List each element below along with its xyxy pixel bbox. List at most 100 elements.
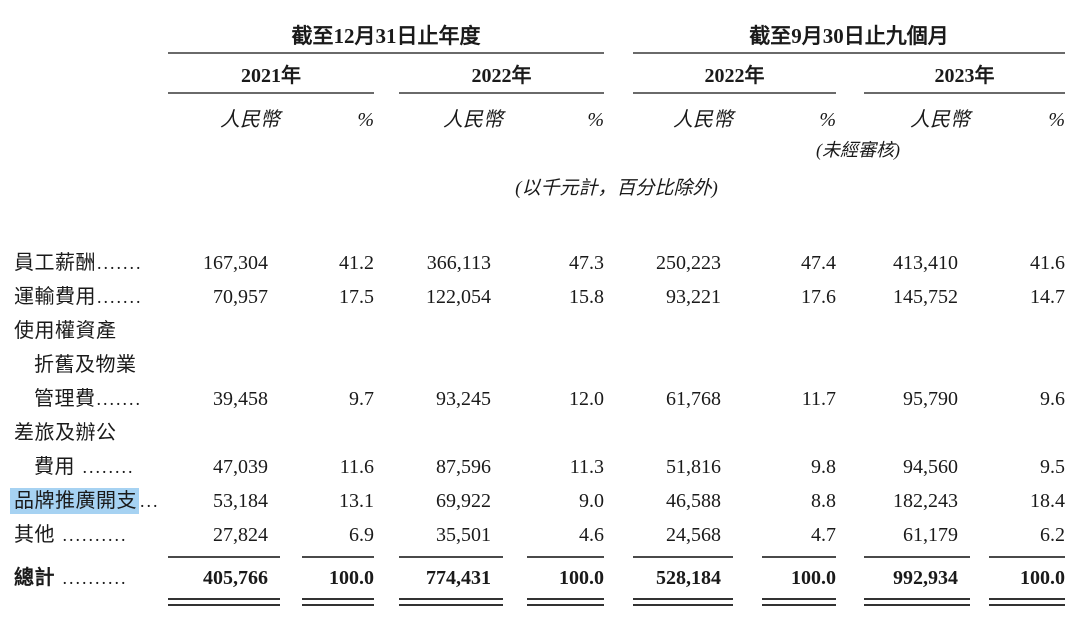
column-gap	[503, 557, 527, 598]
table-row-員工薪酬: 員工薪酬....... 167,304 41.2 366,113 47.3 250,223…	[10, 246, 1065, 280]
table-cell: 15.8	[569, 286, 604, 308]
table-cell: 774,431	[426, 567, 491, 589]
row-label-cell: 折舊及物業	[10, 348, 168, 382]
table-cell: 41.6	[1030, 252, 1065, 274]
column-gap	[604, 280, 633, 314]
column-gap	[970, 518, 989, 557]
column-gap	[503, 314, 527, 348]
column-gap	[733, 348, 762, 382]
subheader-row: 人民幣 % 人民幣 % 人民幣 % 人民幣 %	[10, 93, 1065, 136]
column-gap	[280, 314, 302, 348]
label-column-spacer	[10, 598, 168, 607]
unit-note: (以千元計，百分比除外)	[515, 177, 718, 199]
column-gap	[503, 450, 527, 484]
table-cell: 70,957	[213, 286, 268, 308]
table-cell	[989, 416, 1065, 450]
table-row-使用權資產: 使用權資產	[10, 314, 1065, 348]
double-rule-cell	[633, 598, 733, 607]
double-rule-cell	[168, 598, 280, 607]
table-cell: 61,179	[864, 518, 970, 558]
table-cell: 61,768	[666, 388, 721, 410]
table-cell: 366,113	[426, 252, 491, 274]
column-gap	[733, 518, 762, 557]
table-cell: 9.0	[579, 490, 604, 512]
table-cell: 94,560	[903, 456, 958, 478]
table-cell: 93,245	[436, 388, 491, 410]
table-cell: 9.7	[349, 388, 374, 410]
period-header-row: 截至12月31日止年度 截至9月30日止九個月	[10, 18, 1065, 54]
dot-leader: ...	[140, 491, 160, 511]
table-cell	[168, 416, 280, 450]
table-cell	[399, 416, 503, 450]
row-label-cell: 管理費.......	[10, 382, 168, 416]
column-gap	[836, 518, 864, 557]
table-cell: 35,501	[399, 518, 503, 558]
table-cell: 6.9	[302, 518, 374, 558]
table-cell: 405,766	[203, 567, 268, 589]
column-gap	[733, 314, 762, 348]
row-label: 差旅及辦公	[14, 422, 117, 444]
table-row-運輸費用: 運輸費用....... 70,957 17.5 122,054 15.8 93,221 17…	[10, 280, 1065, 314]
table-cell	[633, 348, 733, 382]
row-label: 總計	[14, 566, 55, 589]
table-cell	[527, 416, 604, 450]
dot-leader: .......	[96, 389, 142, 409]
table-cell: 250,223	[656, 252, 721, 274]
column-gap	[970, 416, 989, 450]
row-label-cell: 其他 ..........	[10, 518, 168, 557]
table-cell	[989, 314, 1065, 348]
double-rule-cell	[989, 598, 1065, 607]
column-gap	[836, 348, 864, 382]
table-cell	[302, 416, 374, 450]
table-cell	[168, 348, 280, 382]
expense-breakdown-table: 截至12月31日止年度 截至9月30日止九個月 2021年 2022年 2022…	[10, 18, 1065, 607]
row-label: 折舊及物業	[34, 354, 137, 376]
column-gap	[733, 450, 762, 484]
table-cell: 100.0	[329, 567, 374, 589]
table-cell: 93,221	[666, 286, 721, 308]
row-label: 員工薪酬	[14, 252, 96, 274]
column-gap	[374, 348, 399, 382]
row-label-cell: 總計 ..........	[10, 557, 168, 598]
double-rule	[633, 598, 733, 606]
dot-leader: .......	[97, 253, 143, 273]
column-gap	[604, 382, 633, 416]
label-column-spacer	[10, 18, 168, 53]
table-cell: 47.3	[569, 252, 604, 274]
column-gap	[970, 484, 989, 518]
table-cell	[168, 314, 280, 348]
double-rule-cell	[864, 598, 970, 607]
table-cell	[762, 348, 836, 382]
period-header-annual: 截至12月31日止年度	[168, 18, 604, 54]
table-row-其他: 其他 .......... 27,824 6.9 35,501 4.6 24,568 4.7…	[10, 518, 1065, 558]
row-label-cell: 使用權資產	[10, 314, 168, 348]
column-gap	[604, 348, 633, 382]
column-gap	[503, 280, 527, 314]
column-gap	[374, 280, 399, 314]
column-gap	[280, 484, 302, 518]
column-gap	[604, 484, 633, 518]
table-cell	[399, 314, 503, 348]
table-cell: 413,410	[893, 252, 958, 274]
table-cell	[633, 416, 733, 450]
column-gap	[733, 484, 762, 518]
row-label-cell: 費用 ........	[10, 450, 168, 484]
year-header-2023: 2023年	[864, 53, 1065, 94]
percent-subheader: %	[357, 109, 374, 131]
table-cell: 11.3	[569, 456, 604, 478]
table-cell: 4.6	[527, 518, 604, 558]
table-cell	[762, 314, 836, 348]
column-gap	[970, 598, 989, 607]
table-cell: 992,934	[893, 567, 958, 589]
table-cell: 17.6	[801, 286, 836, 308]
unaudited-note: (未經審核)	[816, 140, 900, 160]
column-gap	[374, 450, 399, 484]
column-gap	[733, 598, 762, 607]
column-gap	[604, 598, 633, 607]
column-gap	[503, 246, 527, 280]
percent-subheader: %	[819, 109, 836, 131]
table-row-費用: 費用 ........ 47,039 11.6 87,596 11.3 51,816 9.8…	[10, 450, 1065, 484]
row-label-cell: 差旅及辦公	[10, 416, 168, 450]
column-gap	[280, 382, 302, 416]
row-label: 管理費	[34, 388, 96, 410]
